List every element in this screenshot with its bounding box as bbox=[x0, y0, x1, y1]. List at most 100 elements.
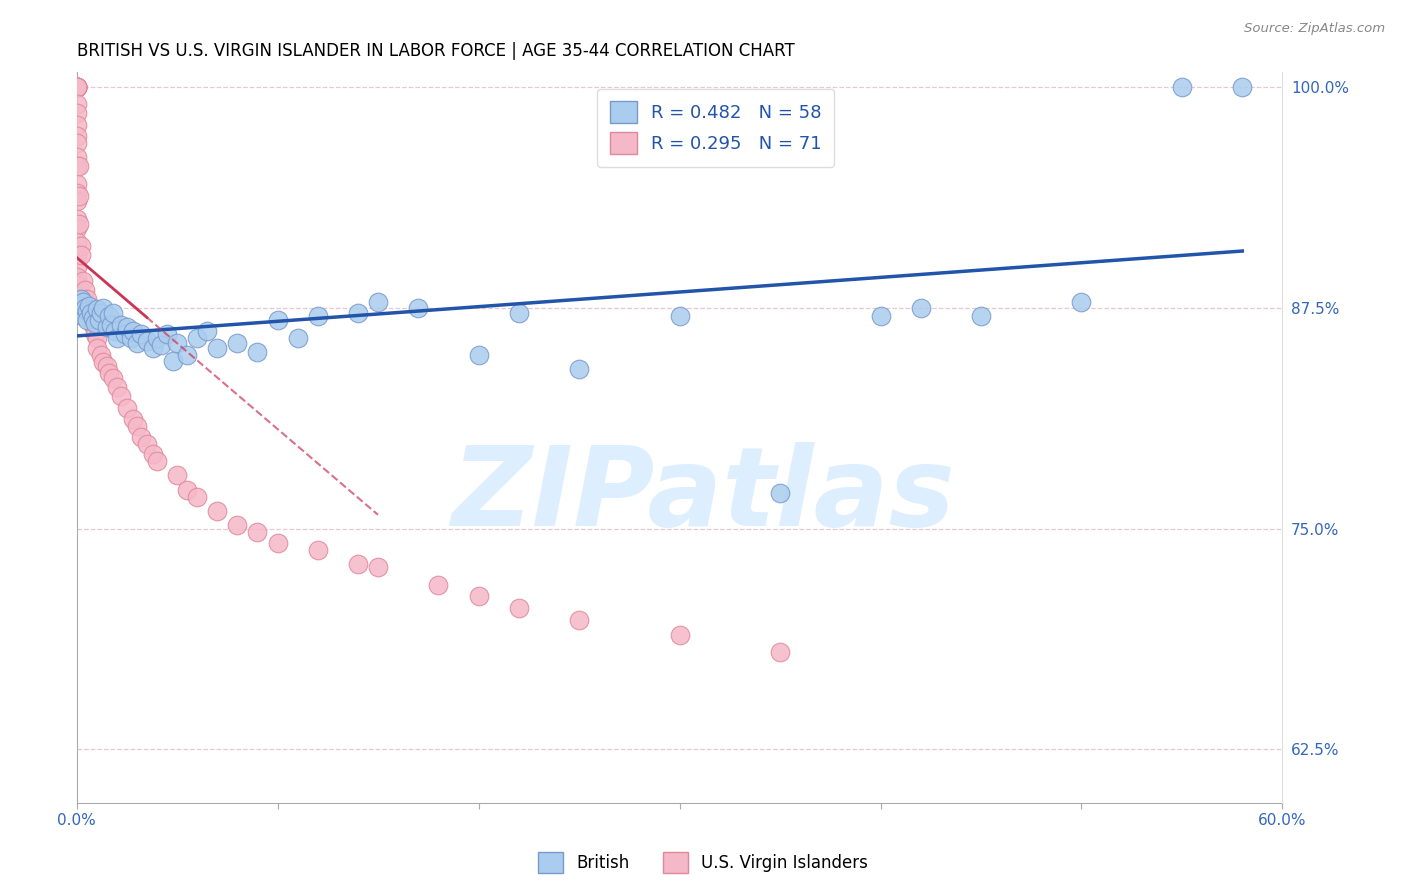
Point bbox=[207, 341, 229, 355]
Point bbox=[121, 412, 143, 426]
Point bbox=[65, 288, 87, 302]
Point bbox=[77, 299, 100, 313]
Point bbox=[146, 454, 169, 468]
Point bbox=[65, 159, 87, 173]
Point bbox=[90, 348, 112, 362]
Point bbox=[307, 542, 329, 557]
Point bbox=[96, 320, 118, 334]
Point bbox=[100, 318, 122, 333]
Point bbox=[83, 317, 105, 331]
Point bbox=[79, 306, 101, 320]
Point bbox=[65, 186, 87, 200]
Point bbox=[769, 645, 792, 659]
Point bbox=[115, 320, 138, 334]
Point bbox=[90, 306, 112, 320]
Point bbox=[83, 327, 105, 342]
Point bbox=[67, 301, 90, 315]
Point bbox=[65, 295, 87, 310]
Point bbox=[86, 302, 108, 317]
Point bbox=[110, 389, 132, 403]
Point bbox=[72, 274, 94, 288]
Point bbox=[65, 79, 87, 94]
Text: BRITISH VS U.S. VIRGIN ISLANDER IN LABOR FORCE | AGE 35-44 CORRELATION CHART: BRITISH VS U.S. VIRGIN ISLANDER IN LABOR… bbox=[76, 42, 794, 60]
Point bbox=[125, 335, 148, 350]
Point bbox=[129, 429, 152, 443]
Point bbox=[87, 313, 110, 327]
Point bbox=[207, 504, 229, 518]
Text: ZIPatlas: ZIPatlas bbox=[451, 442, 956, 549]
Point bbox=[467, 589, 489, 603]
Point bbox=[166, 468, 188, 483]
Legend: British, U.S. Virgin Islanders: British, U.S. Virgin Islanders bbox=[531, 846, 875, 880]
Point bbox=[146, 330, 169, 344]
Point bbox=[135, 334, 157, 348]
Point bbox=[156, 327, 179, 342]
Point bbox=[176, 348, 198, 362]
Point bbox=[86, 341, 108, 355]
Point bbox=[970, 310, 993, 324]
Point bbox=[67, 218, 90, 232]
Point bbox=[65, 79, 87, 94]
Point bbox=[97, 310, 120, 324]
Point bbox=[246, 524, 269, 539]
Point bbox=[125, 419, 148, 434]
Point bbox=[105, 330, 128, 344]
Point bbox=[568, 362, 591, 376]
Point bbox=[508, 306, 530, 320]
Point bbox=[91, 301, 114, 315]
Point bbox=[72, 295, 94, 310]
Point bbox=[67, 159, 90, 173]
Point bbox=[97, 366, 120, 380]
Point bbox=[65, 277, 87, 292]
Point bbox=[65, 79, 87, 94]
Point bbox=[121, 324, 143, 338]
Point bbox=[82, 311, 104, 326]
Point bbox=[65, 270, 87, 285]
Point bbox=[76, 313, 98, 327]
Point bbox=[65, 177, 87, 191]
Point bbox=[65, 150, 87, 164]
Point bbox=[508, 601, 530, 615]
Point bbox=[65, 79, 87, 94]
Point bbox=[186, 330, 208, 344]
Point bbox=[65, 79, 87, 94]
Point bbox=[166, 335, 188, 350]
Point bbox=[266, 313, 288, 327]
Point bbox=[135, 436, 157, 450]
Point bbox=[176, 483, 198, 497]
Point bbox=[65, 136, 87, 150]
Point bbox=[96, 359, 118, 373]
Point bbox=[65, 79, 87, 94]
Point bbox=[427, 578, 450, 592]
Point bbox=[142, 447, 165, 461]
Point bbox=[287, 330, 309, 344]
Point bbox=[246, 344, 269, 359]
Point bbox=[65, 106, 87, 120]
Point bbox=[1070, 295, 1092, 310]
Point bbox=[65, 221, 87, 235]
Point bbox=[77, 301, 100, 315]
Point bbox=[307, 310, 329, 324]
Point bbox=[69, 292, 91, 306]
Point bbox=[869, 310, 891, 324]
Point bbox=[467, 348, 489, 362]
Point bbox=[129, 327, 152, 342]
Point bbox=[668, 627, 690, 641]
Point bbox=[226, 518, 249, 533]
Point bbox=[65, 119, 87, 133]
Point bbox=[104, 324, 127, 338]
Point bbox=[72, 310, 94, 324]
Point bbox=[266, 535, 288, 549]
Legend: R = 0.482   N = 58, R = 0.295   N = 71: R = 0.482 N = 58, R = 0.295 N = 71 bbox=[598, 89, 834, 167]
Point bbox=[91, 355, 114, 369]
Point bbox=[73, 301, 96, 315]
Point bbox=[568, 614, 591, 628]
Point bbox=[114, 327, 136, 342]
Point bbox=[186, 490, 208, 504]
Point bbox=[769, 486, 792, 500]
Point bbox=[1171, 79, 1194, 94]
Point bbox=[142, 341, 165, 355]
Point bbox=[76, 304, 98, 318]
Point bbox=[101, 306, 124, 320]
Point bbox=[65, 194, 87, 209]
